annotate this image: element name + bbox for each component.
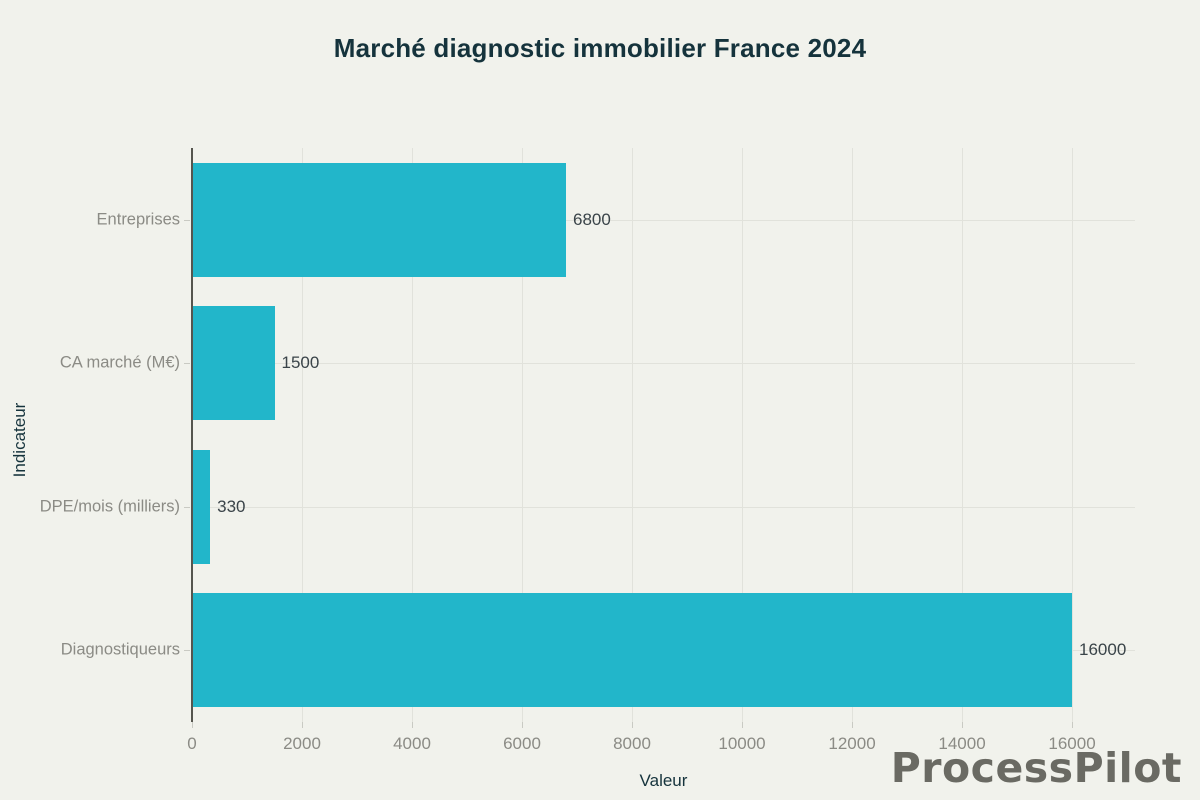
x-tick-label: 10000 <box>718 734 766 753</box>
x-tick-label: 16000 <box>1048 734 1096 753</box>
bar-value-label: 1500 <box>281 353 320 373</box>
chart-title: Marché diagnostic immobilier France 2024 <box>333 33 867 63</box>
grid-line-horizontal <box>192 363 1135 365</box>
x-tick-label: 0 <box>187 734 197 753</box>
grid-line-vertical <box>962 148 964 722</box>
x-tick-label: 4000 <box>393 734 431 753</box>
y-tick-label: CA marché (M€) <box>59 353 180 372</box>
x-tick-mark <box>742 722 743 728</box>
y-tick-label: DPE/mois (milliers) <box>39 497 180 516</box>
bar <box>192 449 211 564</box>
grid-line-vertical <box>632 148 633 722</box>
bar-value-label: 330 <box>217 496 246 516</box>
x-tick-label: 2000 <box>283 734 321 753</box>
watermark-logo: ProcessPilot <box>890 744 1182 792</box>
y-tick-mark <box>184 363 190 365</box>
grid-line-vertical <box>522 148 523 722</box>
grid-line-vertical <box>742 148 743 722</box>
bar <box>192 593 1073 708</box>
x-tick-mark <box>632 722 633 728</box>
x-tick-mark <box>302 722 303 728</box>
x-tick-label: 12000 <box>828 734 876 753</box>
y-tick-mark <box>184 506 190 508</box>
x-tick-mark <box>412 722 413 728</box>
bar-value-label: 16000 <box>1079 640 1127 660</box>
grid-line-vertical <box>1072 148 1074 722</box>
grid-line-vertical <box>302 148 303 722</box>
x-tick-mark <box>192 722 193 728</box>
x-axis-title: Valeur <box>639 771 688 790</box>
grid-line-horizontal <box>192 506 1135 508</box>
y-tick-mark <box>184 219 190 221</box>
x-tick-label: 6000 <box>503 734 541 753</box>
x-tick-mark <box>852 722 854 728</box>
bar-value-label: 6800 <box>573 209 611 229</box>
grid-line-vertical <box>852 148 854 722</box>
x-tick-mark <box>962 722 964 728</box>
x-tick-label: 14000 <box>938 734 986 753</box>
bar <box>192 162 566 277</box>
grid-line-vertical <box>412 148 413 722</box>
y-tick-label: Diagnostiqueurs <box>60 640 180 659</box>
y-tick-label: Entreprises <box>96 210 180 229</box>
x-tick-mark <box>1072 722 1074 728</box>
grid-line-horizontal <box>192 219 1135 221</box>
x-tick-mark <box>522 722 523 728</box>
x-tick-label: 8000 <box>613 734 651 753</box>
bar <box>192 306 275 421</box>
y-axis-line <box>191 148 193 722</box>
y-tick-mark <box>184 650 190 652</box>
